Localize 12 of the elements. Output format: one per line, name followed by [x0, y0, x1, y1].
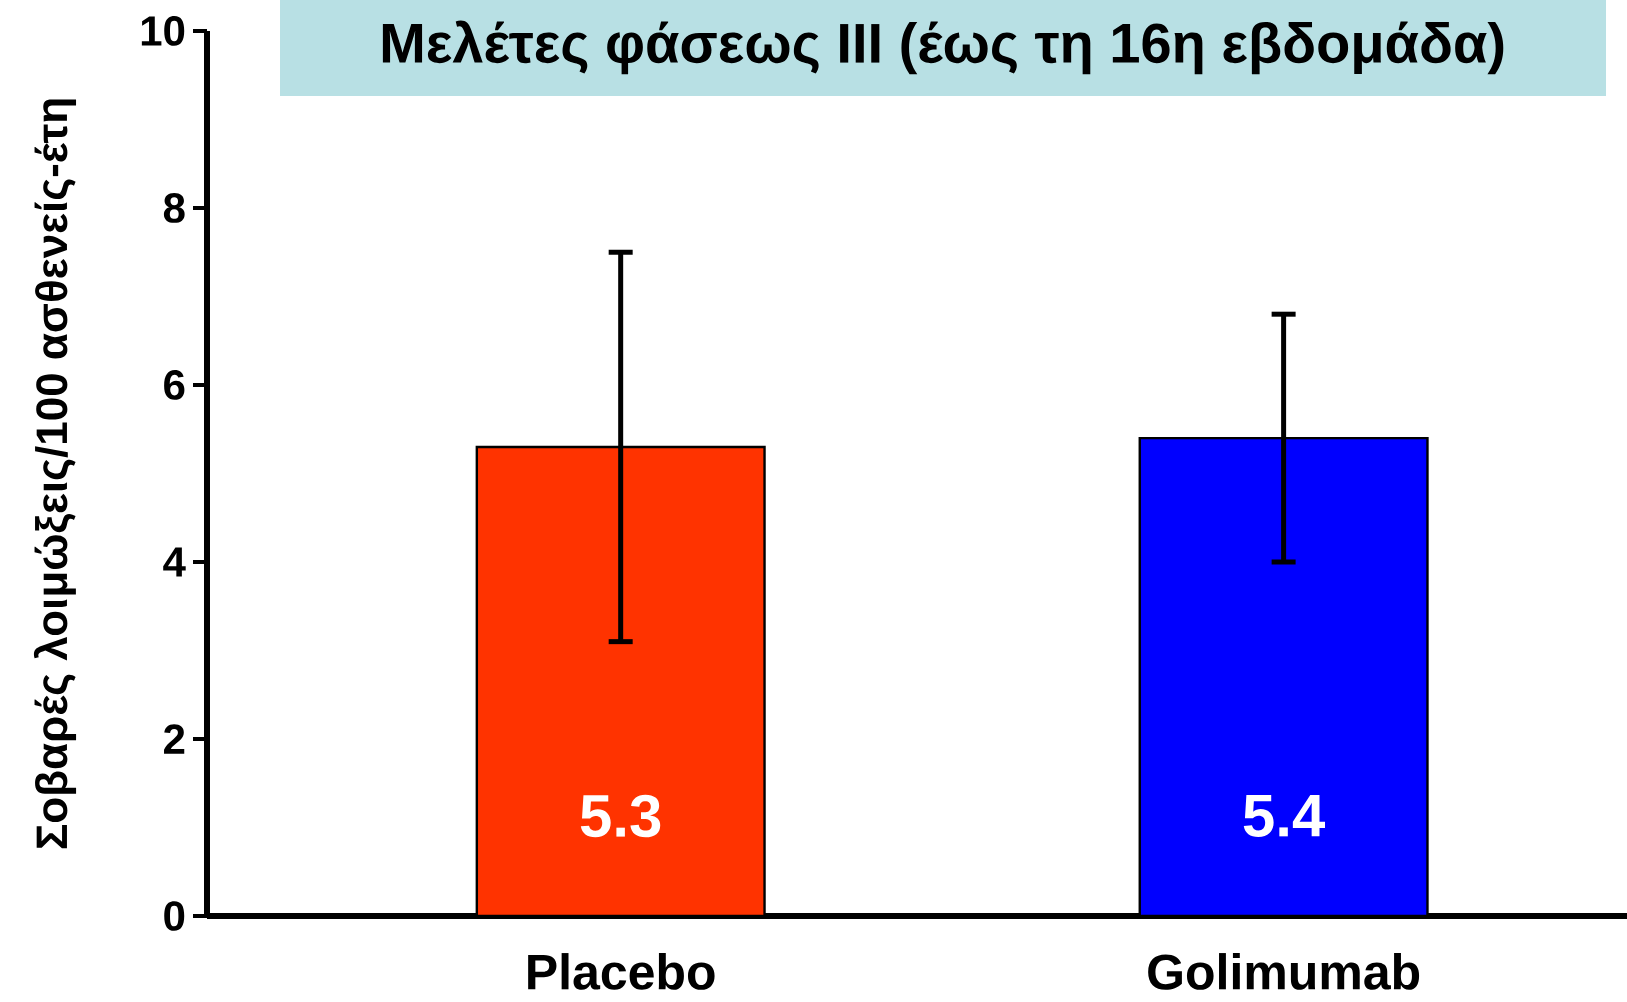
x-tick-label: Golimumab	[1148, 953, 1420, 990]
y-tick-label: 2	[164, 724, 185, 754]
y-axis-title: Σοβαρές λοιμώξεις/100 ασθενείς-έτη	[33, 99, 77, 849]
y-tick-label: 4	[163, 547, 186, 577]
y-tick-label: 10	[141, 16, 185, 46]
y-tick-label: 0	[164, 901, 185, 931]
chart-title: Μελέτες φάσεως ΙΙΙ (έως τη 16η εβδομάδα)	[382, 20, 1504, 75]
data-label: 5.4	[1243, 795, 1326, 837]
y-tick-label: 8	[163, 193, 185, 223]
data-label: 5.3	[580, 794, 661, 838]
x-tick-label: Placebo	[528, 953, 715, 990]
y-tick-label: 6	[164, 370, 185, 400]
